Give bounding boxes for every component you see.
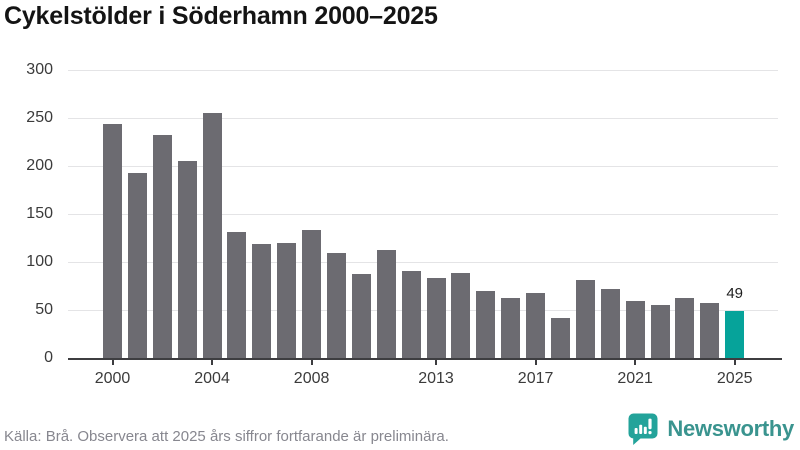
bar-2015 <box>476 290 496 358</box>
bar-2005 <box>227 232 247 358</box>
x-axis-tick <box>310 360 313 365</box>
bar-2010 <box>351 274 371 358</box>
y-axis-tick-label: 50 <box>35 301 53 318</box>
bar-2023 <box>675 298 695 358</box>
x-axis-tick <box>634 360 637 365</box>
bar-2025 <box>725 310 745 358</box>
gridline-150 <box>68 214 778 215</box>
bar-2018 <box>550 317 570 358</box>
y-axis-tick-label: 300 <box>26 61 53 78</box>
bar-2021 <box>625 301 645 358</box>
x-axis-line <box>68 358 782 360</box>
x-axis-tick-label: 2025 <box>716 370 753 387</box>
bar-2013 <box>426 278 446 358</box>
x-axis-tick-label: 2017 <box>517 370 554 387</box>
bar-2017 <box>526 292 546 358</box>
x-axis-tick-label: 2000 <box>94 370 131 387</box>
bar-2001 <box>127 172 147 358</box>
y-axis-tick-label: 150 <box>26 205 53 222</box>
x-axis-tick <box>435 360 438 365</box>
x-axis-tick <box>733 360 736 365</box>
highlight-value-label: 49 <box>726 284 744 302</box>
y-axis-tick-label: 250 <box>26 109 53 126</box>
bar-2011 <box>376 249 396 358</box>
gridline-250 <box>68 118 778 119</box>
bar-2000 <box>103 123 122 358</box>
gridline-300 <box>68 70 778 71</box>
y-axis-tick-label: 200 <box>26 157 53 174</box>
bar-2007 <box>277 242 297 358</box>
bar-2020 <box>600 288 620 358</box>
x-axis-tick-label: 2008 <box>293 370 330 387</box>
brand-name: Newsworthy <box>667 416 794 441</box>
bar-2002 <box>152 135 172 358</box>
x-axis-tick-label: 2021 <box>617 370 653 387</box>
bar-2003 <box>177 161 197 358</box>
x-axis-tick <box>111 360 114 365</box>
bar-2006 <box>252 243 272 358</box>
x-axis-tick-label: 2013 <box>418 370 454 387</box>
newsworthy-logo: Newsworthy <box>627 412 794 446</box>
source-note: Källa: Brå. Observera att 2025 års siffr… <box>4 428 449 445</box>
bar-2016 <box>501 298 521 358</box>
chart-title: Cykelstölder i Söderhamn 2000–2025 <box>4 2 438 30</box>
bar-2008 <box>302 230 322 358</box>
bar-2012 <box>401 270 421 358</box>
x-axis-tick <box>211 360 214 365</box>
bar-2024 <box>700 303 720 358</box>
gridline-50 <box>68 310 778 311</box>
x-axis-tick-label: 2004 <box>194 370 230 387</box>
bar-chart-speech-bubble-icon <box>628 413 658 445</box>
footer: Källa: Brå. Observera att 2025 års siffr… <box>0 413 800 450</box>
y-axis-tick-label: 100 <box>26 253 53 270</box>
bar-2014 <box>451 272 471 358</box>
plot-area: 0 50 100 150 200 250 300 49 2000 2004 2008 2013 2017… <box>26 61 782 387</box>
gridline-100 <box>68 262 778 263</box>
bar-2019 <box>575 280 595 358</box>
bar-2004 <box>202 113 222 358</box>
y-axis-tick-label: 0 <box>44 349 53 366</box>
x-axis-tick <box>534 360 537 365</box>
gridline-200 <box>68 166 778 167</box>
bar-2022 <box>650 305 670 358</box>
bar-2009 <box>326 253 346 358</box>
